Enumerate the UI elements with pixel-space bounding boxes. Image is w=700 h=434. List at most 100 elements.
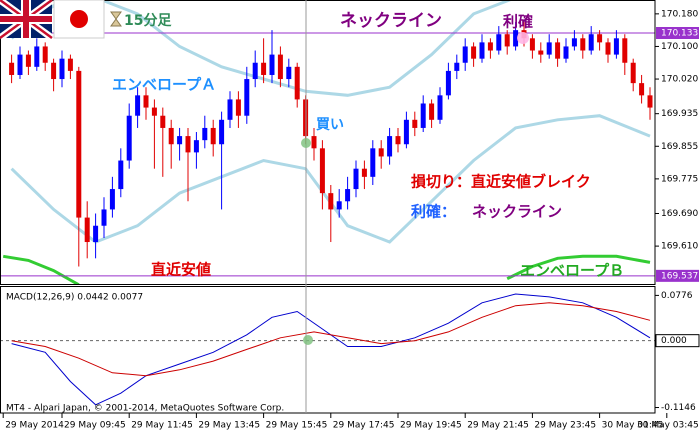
macd-line (11, 302, 651, 377)
macd-frame (0, 286, 656, 414)
candle-body (118, 160, 124, 190)
overlay: 170.180 170.100 170.020 169.935 169.855 169.7… (2, 9, 700, 431)
candle-body (151, 107, 157, 116)
candle-body (160, 115, 166, 128)
candle-body (67, 58, 73, 71)
annotation: 利確 (503, 13, 533, 31)
candle-body (462, 46, 468, 63)
chart-title: 15分足 (124, 13, 172, 29)
y-tick-label: 169.610 (661, 242, 698, 252)
y-tick-label: 169.855 (661, 142, 698, 152)
buy-marker (301, 138, 311, 148)
macd-line (11, 293, 651, 406)
candle-body (597, 34, 603, 43)
candle-body (513, 30, 519, 47)
candle-body (647, 95, 653, 108)
envelope (10, 114, 651, 244)
candle-body (177, 136, 183, 145)
y-tick-label: -0.1146 (661, 403, 696, 413)
candle-body (345, 189, 351, 202)
candle-body (613, 38, 619, 55)
candle-body (286, 66, 292, 80)
candle-body (42, 46, 48, 63)
candle-body (202, 127, 208, 141)
y-tick-label: 170.180 (661, 9, 698, 19)
x-tick-label: 30 May 03:45 (637, 421, 699, 431)
candle-body (84, 217, 90, 243)
candle-body (580, 38, 586, 51)
candle-body (588, 34, 594, 51)
candle-body (630, 62, 636, 84)
x-tick-label: 30 May 01:45 (602, 421, 664, 431)
candle-body (563, 46, 569, 59)
candle-body (387, 136, 393, 157)
candle-body (143, 95, 149, 108)
candle-body (319, 148, 325, 194)
candle-body (109, 189, 115, 210)
annotation: 直近安値 (151, 261, 211, 279)
x-tick-label: 29 May 19:45 (400, 421, 462, 431)
candle-body (454, 62, 460, 71)
candle-body (269, 54, 275, 75)
annotation: ネックライン (340, 11, 442, 31)
candle-body (437, 95, 443, 120)
indicator-label: MACD(12,26,9) 0.0442 0.0077 (6, 293, 143, 303)
price-frame (0, 0, 656, 285)
candle-body (429, 103, 435, 120)
candle-body (59, 58, 65, 80)
candle-body (353, 168, 359, 190)
candle-body (496, 34, 502, 51)
candle-body (25, 54, 31, 67)
y-tick-label: 169.935 (661, 109, 698, 119)
candle-body (101, 209, 107, 226)
y-tick-label: 169.690 (661, 209, 698, 219)
copyright: MT4 - Alpari Japan, © 2001-2014, MetaQuo… (6, 404, 284, 414)
candle-body (185, 136, 191, 153)
candle-body (9, 62, 15, 75)
candle-body (639, 83, 645, 96)
candle-body (361, 168, 367, 177)
candle-body (471, 46, 477, 59)
macd-panel (0, 293, 655, 406)
candle-body (538, 50, 544, 55)
x-tick-label: 29 May 15:45 (266, 421, 328, 431)
candle-body (126, 115, 132, 161)
annotation: エンベロープＢ (520, 262, 624, 280)
cross-marker (303, 335, 313, 345)
annotation: ネックライン (472, 203, 562, 221)
y-tick-label: 0.0776 (661, 291, 693, 301)
candle-body (529, 38, 535, 51)
candle-body (76, 70, 82, 218)
level-label: 169.537 (661, 271, 698, 281)
level-label: 170.133 (661, 29, 698, 39)
envelope (506, 254, 651, 281)
annotation: 損切り：直近安値ブレイク (411, 173, 591, 191)
target-marker (517, 32, 529, 44)
japan-flag (53, 0, 105, 39)
hourglass-icon (110, 11, 122, 27)
candle-body (34, 46, 40, 67)
candle-body (504, 34, 510, 47)
y-tick-label: 0.000 (661, 336, 687, 346)
candle-body (571, 38, 577, 47)
annotation: 利確： (411, 203, 456, 221)
uk-flag (0, 0, 55, 41)
x-tick-label: 29 May 21:45 (467, 421, 529, 431)
candle-body (193, 140, 199, 153)
candle-body (546, 42, 552, 55)
value-box (655, 334, 700, 348)
candle-body (135, 95, 141, 116)
candle-body (227, 99, 233, 120)
candle-body (336, 201, 342, 210)
x-tick-label: 29 May 13:45 (198, 421, 260, 431)
candle-body (420, 103, 426, 128)
candle-body (555, 42, 561, 59)
candle-body (622, 38, 628, 63)
y-tick-label: 170.020 (661, 75, 698, 85)
x-tick-label: 29 May 2014 (5, 421, 64, 431)
candle-body (412, 119, 418, 128)
candle-body (210, 127, 216, 145)
x-tick-label: 29 May 17:45 (333, 421, 395, 431)
candle-body (235, 99, 241, 116)
